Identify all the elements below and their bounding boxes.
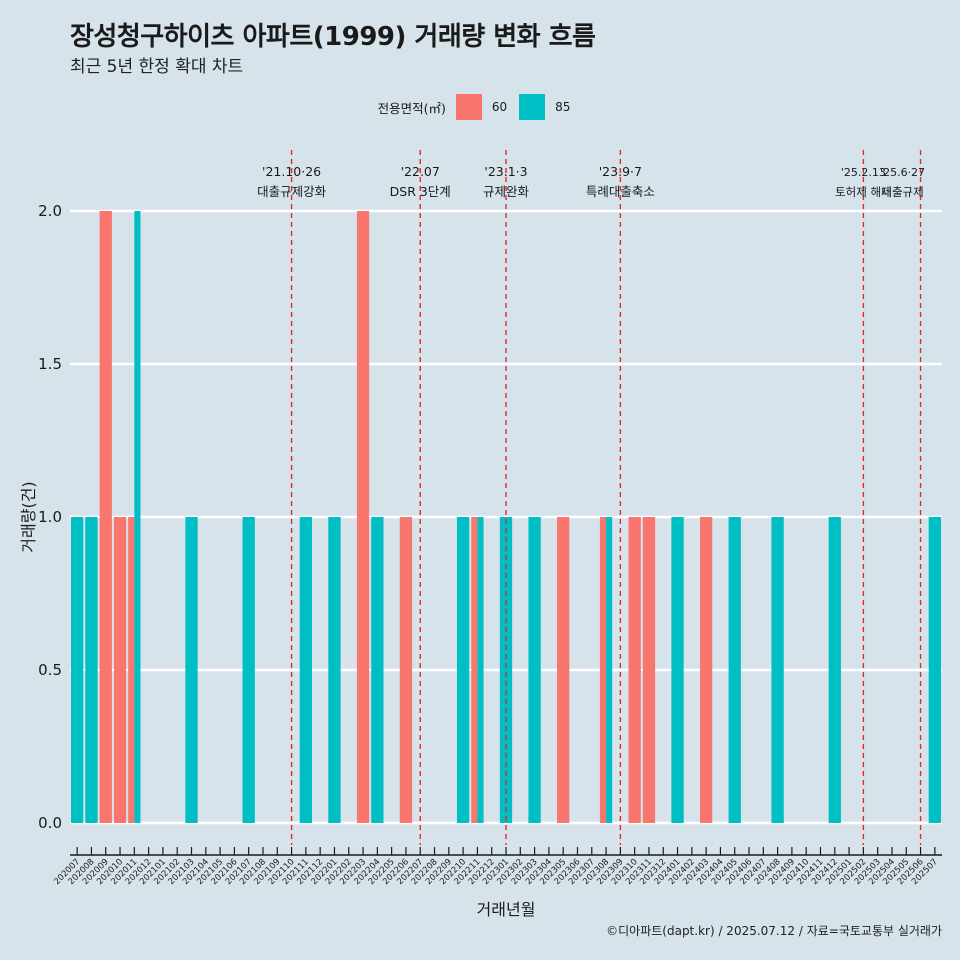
event-date: '23.1·3 [484,164,527,179]
legend-label-60: 60 [491,100,508,114]
legend-swatch-85 [519,94,546,120]
bar-85-202201 [328,517,341,823]
y-axis-title: 거래량(건) [19,481,38,552]
bar-85-202007 [71,517,84,823]
y-tick-label: 0.0 [38,814,62,832]
chart-subtitle: 최근 5년 한정 확대 차트 [70,57,244,77]
y-tick-label: 0.5 [38,661,62,679]
bar-85-202408 [771,517,784,823]
event-label: 규제완화 [483,184,530,199]
bar-60-202305 [557,517,570,823]
bar-60-202311 [642,517,656,823]
event-label: 특례대출축소 [586,184,655,199]
event-date: '25.2.13 [841,166,886,179]
event-date: '25.6·27 [880,166,925,179]
bar-85-202211 [477,517,484,823]
legend-item-85: 85 [519,94,570,120]
event-label: 대출규제강화 [257,184,327,199]
bar-60-202011 [128,517,135,823]
legend-item-60: 60 [455,94,508,120]
x-axis-title: 거래년월 [477,900,536,919]
bar-60-202010 [113,517,127,823]
event-date: '23.9·7 [599,164,642,179]
bar-85-202308 [606,517,613,823]
y-tick-label: 1.0 [38,508,62,526]
event-date: '21.10·26 [262,164,321,179]
y-tick-label: 1.5 [38,355,62,373]
bar-85-202210 [456,517,470,823]
bar-85-202103 [185,517,198,823]
bar-85-202507 [928,517,941,823]
y-tick-label: 2.0 [38,202,62,220]
bar-85-202008 [85,517,98,823]
bar-60-202403 [699,517,713,823]
event-label: 토허제 해제 [835,185,892,199]
bar-85-202303 [528,517,541,823]
bar-60-202211 [471,517,478,823]
legend-swatch-60 [455,94,482,120]
bar-60-202308 [599,517,607,823]
bar-85-202412 [828,517,841,823]
bar-85-202011 [134,211,141,823]
bar-60-202009 [99,211,112,823]
bar-60-202203 [356,211,370,823]
event-label: 대출규제 [881,185,923,199]
bar-85-202107 [242,517,255,823]
legend-label-85: 85 [555,100,571,114]
event-label: DSR 3단계 [390,184,451,199]
legend: 전용면적(㎡) 60 85 [0,94,960,120]
bar-85-202204 [371,517,384,823]
bar-85-202301 [499,517,513,823]
bar-60-202206 [399,517,413,823]
bar-85-202401 [671,517,684,823]
chart-title: 장성청구하이츠 아파트(1999) 거래량 변화 흐름 [70,22,596,52]
legend-title: 전용면적(㎡) [377,100,446,116]
event-date: '22.07 [401,164,440,179]
source-caption: ©디아파트(dapt.kr) / 2025.07.12 / 자료=국토교통부 실… [606,924,942,938]
bar-85-202111 [299,517,313,823]
bar-85-202405 [728,517,741,823]
bar-60-202310 [628,517,641,823]
